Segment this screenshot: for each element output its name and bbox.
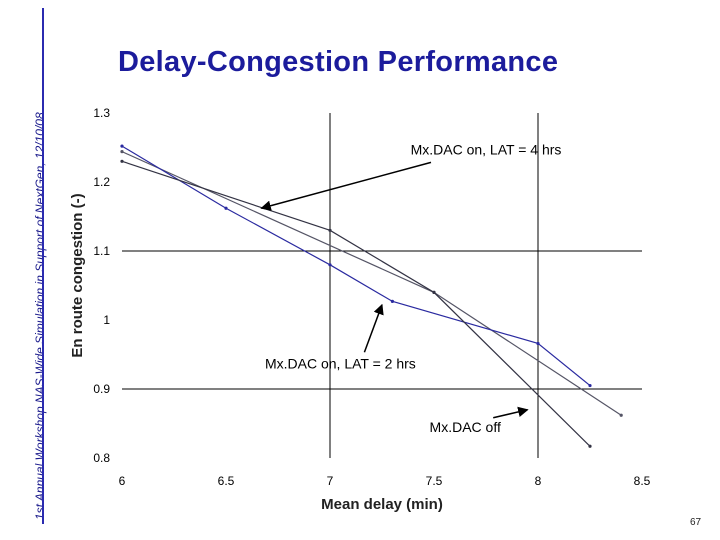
series-point-2 bbox=[224, 206, 228, 210]
series-layer bbox=[120, 144, 623, 448]
page-number: 67 bbox=[690, 517, 702, 528]
series-point-2 bbox=[120, 144, 124, 148]
series-point-3 bbox=[120, 159, 124, 163]
y-tick-label: 1.2 bbox=[93, 175, 110, 189]
y-tick-label: 0.8 bbox=[93, 451, 110, 465]
series-point-2 bbox=[328, 263, 332, 267]
annotation-label-1: Mx.DAC on, LAT = 4 hrs bbox=[411, 141, 562, 157]
x-axis-label: Mean delay (min) bbox=[321, 496, 443, 513]
x-tick-label: 7 bbox=[327, 474, 334, 488]
y-axis-label: En route congestion (-) bbox=[69, 193, 86, 357]
annotation-arrow-1 bbox=[260, 161, 432, 211]
label-layer: Mean delay (min) En route congestion (-) bbox=[69, 193, 443, 513]
series-line-2 bbox=[121, 145, 591, 387]
page-title: Delay-Congestion Performance bbox=[118, 46, 559, 78]
annotation-layer: Mx.DAC on, LAT = 4 hrs Mx.DAC on, LAT = 2… bbox=[260, 141, 562, 435]
x-tick-label: 6.5 bbox=[218, 474, 235, 488]
series-point-2 bbox=[390, 299, 394, 303]
annotation-arrow-2 bbox=[363, 303, 384, 353]
grid-layer bbox=[122, 113, 642, 458]
series-point-3 bbox=[588, 444, 592, 448]
y-tick-label: 1.3 bbox=[93, 106, 110, 120]
x-tick-label: 8 bbox=[535, 474, 542, 488]
annotation-arrow-3 bbox=[493, 406, 529, 419]
annotation-label-3: Mx.DAC off bbox=[430, 419, 501, 435]
x-tick-label: 7.5 bbox=[426, 474, 443, 488]
tick-layer: 6 6.5 7 7.5 8 8.5 0.8 0.9 1 1.1 1.2 1.3 bbox=[93, 106, 650, 488]
annotation-label-2: Mx.DAC on, LAT = 2 hrs bbox=[265, 355, 416, 371]
x-tick-label: 8.5 bbox=[634, 474, 651, 488]
series-line-3 bbox=[121, 160, 591, 447]
series-point-3 bbox=[432, 290, 436, 294]
series-point-1 bbox=[120, 150, 124, 154]
y-tick-label: 0.9 bbox=[93, 382, 110, 396]
side-banner: 1st Annual Workshop NAS-Wide Simulation … bbox=[0, 0, 47, 540]
series-point-3 bbox=[328, 228, 332, 232]
series-point-2 bbox=[588, 383, 592, 388]
series-point-2 bbox=[536, 341, 540, 346]
y-tick-label: 1.1 bbox=[93, 244, 110, 258]
side-divider bbox=[42, 8, 44, 524]
series-point-1 bbox=[619, 413, 623, 417]
y-tick-label: 1 bbox=[103, 313, 110, 327]
x-tick-label: 6 bbox=[119, 474, 126, 488]
